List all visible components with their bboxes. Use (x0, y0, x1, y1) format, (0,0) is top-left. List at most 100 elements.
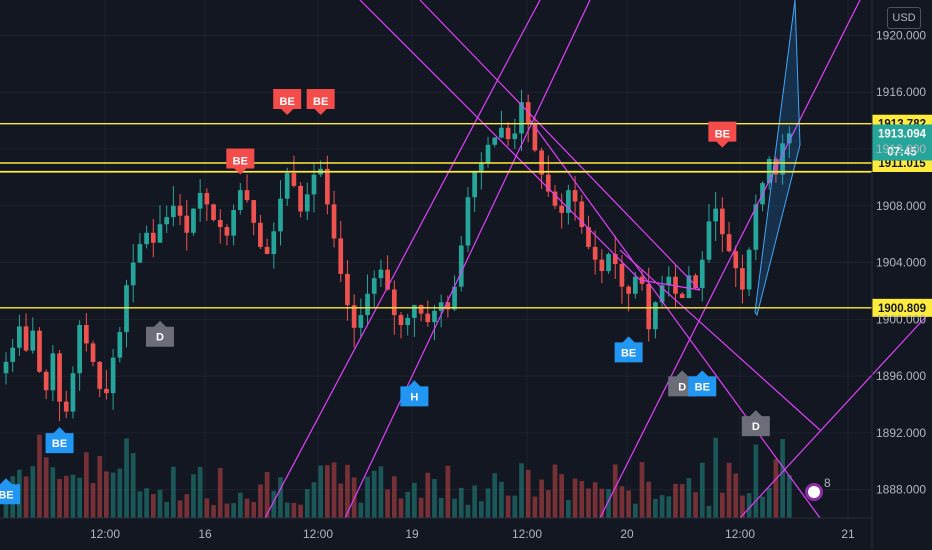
volume-bar (90, 483, 96, 518)
channel-line (599, 0, 861, 519)
price-tick-label: 1892.000 (876, 426, 926, 440)
candle-body (10, 347, 16, 362)
alert-badge[interactable]: 8 (805, 476, 831, 501)
signal-marker[interactable]: BE (226, 148, 255, 175)
marker-label: H (410, 391, 418, 403)
candle-body (124, 285, 129, 333)
candle-body (398, 315, 404, 325)
signal-marker[interactable]: BE (614, 336, 643, 363)
marker-label: D (156, 332, 164, 344)
candle-body (478, 163, 484, 172)
candle-body (579, 201, 585, 228)
volume-bar (780, 439, 785, 518)
candle-body (391, 289, 397, 316)
candle-body (251, 200, 257, 223)
channel-line (264, 0, 541, 519)
candle-body (298, 185, 303, 212)
level-label: 1911.015 (878, 158, 926, 170)
candle-body (144, 232, 149, 245)
signal-marker[interactable]: BE (0, 478, 20, 505)
volume-bar (766, 487, 772, 518)
signal-marker[interactable]: BE (708, 121, 737, 148)
volume-bar (150, 493, 156, 518)
volume-bar (50, 467, 56, 518)
volume-bar (472, 485, 477, 518)
volume-bar (733, 473, 739, 518)
candle-body (786, 133, 792, 144)
signal-marker[interactable]: D (145, 320, 174, 347)
candle-body (197, 193, 203, 209)
volume-bar (612, 464, 618, 518)
volume-bar (325, 465, 330, 518)
candle-body (304, 194, 310, 212)
volume-bar (438, 497, 444, 518)
price-tick-label: 1900.000 (876, 312, 926, 326)
candle-body (70, 373, 76, 412)
volume-bar (512, 495, 518, 518)
candle-body (512, 133, 518, 140)
price-axis[interactable]: 1888.000 1892.000 1896.000 1900.000 1904.000… (871, 0, 926, 550)
candle-body (733, 251, 739, 269)
signal-marker[interactable]: BE (45, 427, 74, 454)
signal-marker[interactable]: BE (273, 88, 302, 115)
volume-bar (753, 444, 759, 518)
candle-body (57, 353, 62, 402)
candle-body (499, 127, 504, 138)
volume-bars (3, 434, 792, 518)
signal-marker[interactable]: D (741, 410, 770, 437)
candle-body (545, 174, 551, 192)
marker-shape (306, 88, 335, 115)
volume-bar (77, 477, 82, 518)
volume-bar (177, 500, 183, 518)
candle-body (204, 193, 210, 205)
volume-bar (97, 455, 103, 518)
candle-body (599, 259, 605, 272)
candle-body (150, 232, 156, 243)
candle-body (626, 286, 631, 294)
volume-bar (191, 474, 196, 518)
signal-marker[interactable]: H (400, 380, 429, 407)
candle-body (653, 302, 658, 330)
price-tick-label: 1908.000 (876, 199, 926, 213)
candle-body (532, 123, 538, 151)
price-tick-label: 1920.000 (876, 28, 926, 42)
candle-body (17, 326, 22, 348)
candle-body (438, 302, 444, 311)
candle-body (3, 361, 9, 374)
volume-bar (385, 489, 390, 518)
candle-body (184, 215, 190, 233)
signal-marker[interactable]: BE (306, 88, 335, 115)
volume-bar (271, 490, 277, 518)
marker-shape (688, 370, 717, 397)
candle-body (432, 310, 437, 323)
marker-shape (708, 121, 737, 148)
candle-body (211, 204, 216, 220)
volume-bar (586, 488, 591, 518)
volume-bar (458, 487, 464, 518)
marker-label: BE (280, 96, 295, 108)
candle-body (713, 208, 719, 222)
candle-body (164, 217, 170, 225)
signal-marker[interactable]: BE (688, 370, 717, 397)
candle-body (271, 231, 277, 255)
volume-bar (304, 489, 310, 518)
candle-body (345, 273, 350, 306)
marker-label: BE (313, 96, 328, 108)
volume-bar (418, 497, 424, 518)
volume-bar (23, 476, 29, 518)
candle-body (559, 205, 565, 213)
volume-bar (171, 466, 176, 518)
time-axis[interactable]: 12:00 16 12:00 19 12:00 20 12:00 21 (0, 517, 872, 541)
volume-bar (37, 434, 42, 518)
candle-body (485, 144, 491, 164)
volume-bar (104, 471, 109, 518)
candle-body (358, 315, 364, 328)
currency-label[interactable]: USD (887, 7, 921, 29)
candle-body (505, 127, 511, 140)
channel-lines (264, 0, 932, 519)
marker-label: D (678, 381, 686, 393)
volume-bar (57, 478, 62, 518)
marker-shape (273, 88, 302, 115)
